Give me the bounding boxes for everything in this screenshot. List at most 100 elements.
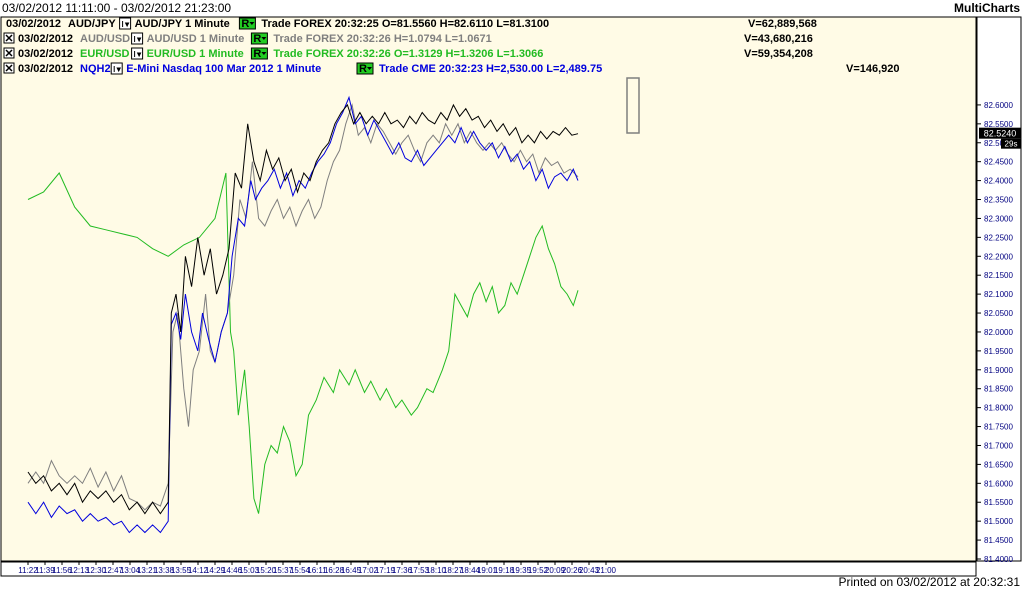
header-trade: Trade FOREX 20:32:26 H=1.0794 L=1.0671 — [273, 33, 491, 45]
price-chart[interactable]: 82.6000 82.5500 82.5000 82.4500 82.4000 82.35… — [0, 16, 1023, 578]
resample-button[interactable]: R — [238, 17, 256, 30]
price-tick-label: 81.7000 — [984, 441, 1013, 450]
chevron-down-icon — [261, 52, 267, 55]
price-tick-label: 81.5500 — [984, 498, 1013, 507]
price-tick-label: 82.0500 — [984, 309, 1013, 318]
header-volume: V=146,920 — [846, 63, 900, 75]
price-tick-label: 81.7500 — [984, 423, 1013, 432]
time-tick-label: 11:39 — [35, 566, 55, 575]
time-tick-label: 12:47 — [103, 566, 124, 575]
time-tick-label: 17:53 — [409, 566, 430, 575]
header-description: AUD/USD 1 Minute — [147, 33, 245, 45]
price-tick-label: 82.2500 — [984, 233, 1013, 242]
bar-highlight-box — [626, 77, 640, 134]
time-tick-label: 11:22 — [18, 566, 38, 575]
chevron-down-icon — [113, 66, 122, 73]
indicator-menu-button[interactable] — [110, 62, 123, 75]
close-icon — [5, 34, 13, 42]
time-tick-label: 19:35 — [511, 566, 532, 575]
time-tick-label: 16:28 — [324, 566, 345, 575]
app-brand: MultiCharts — [954, 1, 1020, 15]
time-tick-label: 11:56 — [52, 566, 72, 575]
resample-button[interactable]: R — [250, 47, 268, 60]
last-price-label: 82.5240 — [984, 129, 1017, 139]
time-tick-label: 21:00 — [596, 566, 617, 575]
time-tick-label: 14:46 — [222, 566, 243, 575]
price-tick-label: 82.3500 — [984, 196, 1013, 205]
time-tick-label: 18:27 — [443, 566, 464, 575]
countdown-label: 29s — [1005, 140, 1018, 149]
close-series-button[interactable] — [3, 47, 15, 59]
price-axis[interactable] — [976, 16, 1022, 562]
indicator-menu-button[interactable] — [131, 47, 144, 60]
chevron-down-icon — [261, 37, 267, 40]
time-tick-label: 15:20 — [256, 566, 277, 575]
price-tick-label: 82.1000 — [984, 290, 1013, 299]
countdown-box — [1001, 138, 1021, 149]
symbol-headers: 03/02/2012 AUD/JPY AUD/JPY 1 Minute R Trade … — [3, 17, 900, 75]
time-axis[interactable] — [0, 561, 977, 577]
time-tick-label: 20:43 — [579, 566, 600, 575]
header-trade: Trade FOREX 20:32:25 O=81.5560 H=82.6110… — [261, 18, 549, 30]
price-tick-label: 82.6000 — [984, 101, 1013, 110]
price-tick-label: 81.5000 — [984, 517, 1013, 526]
price-tick-label: 81.6000 — [984, 479, 1013, 488]
price-tick-label: 81.9500 — [984, 347, 1013, 356]
top-bar: 03/02/2012 11:11:00 - 03/02/2012 21:23:0… — [0, 0, 1023, 16]
resample-button[interactable]: R — [356, 62, 374, 75]
header-volume: V=62,889,568 — [748, 18, 817, 30]
last-price-box — [979, 127, 1021, 139]
time-tick-label: 19:18 — [494, 566, 515, 575]
indicator-menu-button[interactable] — [119, 17, 132, 30]
resample-label: R — [253, 48, 261, 60]
time-tick-label: 19:52 — [528, 566, 549, 575]
series-layer — [27, 95, 579, 534]
header-trade: Trade CME 20:32:23 H=2,530.00 L=2,489.75 — [379, 63, 602, 75]
close-icon — [5, 49, 13, 57]
time-tick-labels: 11:2211:3911:5612:1312:3012:4713:0413:21… — [18, 562, 617, 575]
time-tick-label: 15:54 — [290, 566, 311, 575]
price-tick-label: 81.4000 — [984, 555, 1013, 564]
print-footer: Printed on 03/02/2012 at 20:32:31 — [838, 575, 1020, 589]
time-tick-label: 13:55 — [171, 566, 192, 575]
time-tick-label: 18:10 — [426, 566, 447, 575]
price-tick-label: 82.5500 — [984, 120, 1013, 129]
header-description: EUR/USD 1 Minute — [147, 48, 244, 60]
price-tick-label: 81.4500 — [984, 536, 1013, 545]
price-tick-labels: 82.6000 82.5500 82.5000 82.4500 82.4000 82.35… — [977, 101, 1013, 564]
chevron-down-icon — [134, 36, 142, 43]
time-tick-label: 16:11 — [307, 566, 327, 575]
header-symbol: AUD/USD — [80, 33, 130, 45]
header-trade: Trade FOREX 20:32:26 O=1.3129 H=1.3206 L… — [273, 48, 543, 60]
close-series-button[interactable] — [3, 62, 15, 74]
price-tick-label: 82.5000 — [984, 139, 1013, 148]
header-symbol: AUD/JPY — [68, 18, 116, 30]
time-tick-label: 15:37 — [273, 566, 294, 575]
series-line-eurusd — [27, 172, 579, 514]
price-tick-label: 81.9000 — [984, 366, 1013, 375]
chevron-down-icon — [122, 21, 130, 28]
time-tick-label: 18:44 — [460, 566, 481, 575]
date-range: 03/02/2012 11:11:00 - 03/02/2012 21:23:0… — [2, 1, 232, 15]
header-symbol: EUR/USD — [80, 48, 130, 60]
price-tick-label: 82.0000 — [984, 328, 1013, 337]
resample-label: R — [359, 63, 367, 75]
header-volume: V=59,354,208 — [744, 48, 813, 60]
header-description: AUD/JPY 1 Minute — [135, 18, 230, 30]
header-description: E-Mini Nasdaq 100 Mar 2012 1 Minute — [126, 63, 321, 75]
time-tick-label: 14:12 — [188, 566, 209, 575]
resample-button[interactable]: R — [250, 32, 268, 45]
time-tick-label: 20:26 — [562, 566, 583, 575]
time-tick-label: 19:01 — [477, 566, 498, 575]
close-icon — [5, 64, 13, 72]
price-tick-label: 82.3000 — [984, 214, 1013, 223]
indicator-menu-button[interactable] — [131, 32, 144, 45]
time-tick-label: 17:36 — [392, 566, 413, 575]
price-tick-label: 82.2000 — [984, 252, 1013, 261]
price-tick-label: 82.4500 — [984, 158, 1013, 167]
close-series-button[interactable] — [3, 32, 15, 44]
price-tick-label: 82.4000 — [984, 177, 1013, 186]
plot-area[interactable] — [0, 16, 977, 562]
last-price-marker: 82.5240 29s — [979, 127, 1021, 149]
header-volume: V=43,680,216 — [744, 33, 813, 45]
